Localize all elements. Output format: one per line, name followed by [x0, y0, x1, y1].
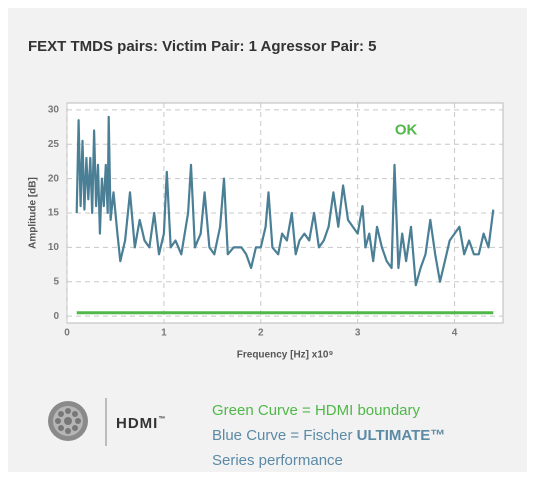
x-tick-label: 3 — [355, 328, 361, 339]
y-axis-label: Amplitude [dB] — [28, 177, 39, 249]
hdmi-logo-text: HDMI — [116, 415, 158, 432]
y-tick-label: 25 — [48, 139, 60, 150]
legend-green: Green Curve = HDMI boundary — [212, 402, 421, 419]
y-tick-label: 0 — [53, 311, 59, 322]
x-tick-label: 2 — [258, 328, 264, 339]
connector-icon — [48, 401, 88, 441]
series-line — [75, 115, 495, 287]
legend-blue-text: Blue Curve = Fischer — [212, 427, 352, 444]
legend-blue-brand: ULTIMATE™ — [357, 427, 446, 444]
x-tick-label: 1 — [161, 328, 167, 339]
y-tick-label: 30 — [48, 105, 60, 116]
x-tick-label: 0 — [64, 328, 70, 339]
y-tick-label: 5 — [53, 276, 59, 287]
y-tick-label: 15 — [48, 208, 60, 219]
x-axis-label: Frequency [Hz] x10⁹ — [237, 350, 334, 361]
y-tick-label: 20 — [48, 173, 60, 184]
hdmi-logo: HDMI™ — [116, 415, 166, 432]
chart-title: FEXT TMDS pairs: Victim Pair: 1 Agressor… — [28, 38, 376, 55]
hdmi-logo-mark: ™ — [158, 416, 166, 423]
annotation: OK — [395, 121, 418, 138]
legend-blue: Blue Curve = Fischer ULTIMATE™ — [212, 427, 445, 444]
y-tick-label: 10 — [48, 242, 60, 253]
x-tick-label: 4 — [452, 328, 458, 339]
legend-blue-tail: Series performance — [212, 452, 343, 469]
